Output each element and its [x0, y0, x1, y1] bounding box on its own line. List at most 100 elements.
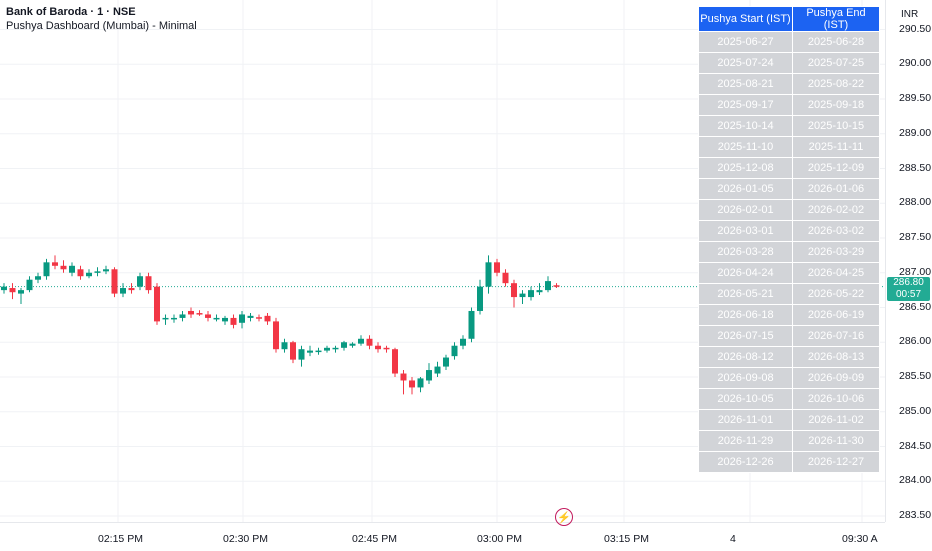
candle [332, 345, 339, 353]
candle-body [52, 262, 58, 266]
pushya-end-cell: 2026-03-02 [792, 220, 880, 242]
candle [137, 272, 143, 291]
candle-body [553, 285, 560, 287]
candle-body [86, 272, 92, 277]
candle [443, 354, 449, 371]
candle-body [137, 276, 143, 287]
table-row: 2026-05-21 2026-05-22 [698, 283, 880, 305]
candle [273, 317, 279, 353]
pushya-start-cell: 2026-12-26 [698, 451, 793, 473]
candle-body [332, 347, 339, 350]
candle-body [341, 342, 347, 348]
candle-body [18, 290, 24, 294]
price-tick: 284.50 [899, 439, 932, 452]
table-row: 2026-11-01 2026-11-02 [698, 409, 880, 431]
pushya-start-cell: 2026-09-08 [698, 367, 793, 389]
currency-label[interactable]: INR [901, 9, 919, 20]
candle [9, 283, 16, 300]
pushya-start-cell: 2025-09-17 [698, 94, 793, 116]
pushya-end-cell: 2026-05-22 [792, 283, 880, 305]
time-tick: 03:15 PM [604, 533, 649, 545]
table-row: 2026-08-12 2026-08-13 [698, 346, 880, 368]
table-row: 2026-03-28 2026-03-29 [698, 241, 880, 263]
price-tick: 288.00 [899, 196, 932, 209]
pushya-end-cell: 2026-09-09 [792, 367, 880, 389]
candle [324, 345, 330, 353]
table-row: 2026-09-08 2026-09-09 [698, 367, 880, 389]
candle [400, 370, 407, 395]
table-row: 2025-11-10 2025-11-11 [698, 136, 880, 158]
indicator-title[interactable]: Pushya Dashboard (Mumbai) - Minimal [6, 20, 197, 32]
candle-body [468, 310, 475, 339]
candle-body [1, 286, 7, 291]
table-row: 2025-07-24 2025-07-25 [698, 52, 880, 74]
candle [298, 345, 305, 367]
candle-body [392, 349, 398, 374]
candle [264, 313, 271, 325]
candle [230, 314, 237, 329]
candle [375, 342, 381, 353]
price-axis[interactable]: INR 290.50 290.00 289.50 289.00 288.50 288.00… [885, 0, 932, 522]
candle-body [256, 317, 262, 319]
candle-body [324, 347, 330, 351]
candle [434, 361, 441, 377]
candle-body [528, 290, 534, 298]
candle-body [366, 338, 373, 346]
symbol-title[interactable]: Bank of Baroda · 1 · NSE [6, 6, 136, 18]
price-tick: 286.00 [899, 335, 932, 348]
candle [69, 262, 75, 277]
time-tick: 02:15 PM [98, 533, 143, 545]
pushya-end-cell: 2025-12-09 [792, 157, 880, 179]
pushya-start-cell: 2026-05-21 [698, 283, 793, 305]
candle-body [460, 338, 466, 346]
candle [315, 347, 322, 355]
pushya-start-cell: 2026-10-05 [698, 388, 793, 410]
price-tick: 289.00 [899, 126, 932, 139]
pushya-end-cell: 2026-01-06 [792, 178, 880, 200]
candle [111, 267, 118, 298]
candle [511, 279, 517, 308]
table-row: 2025-09-17 2025-09-18 [698, 94, 880, 116]
candle-body [264, 315, 271, 322]
candle-body [358, 338, 364, 344]
candle [528, 286, 534, 301]
candle-body [409, 380, 415, 388]
candle [120, 283, 126, 298]
candle-body [35, 276, 41, 280]
pushya-start-cell: 2026-11-01 [698, 409, 793, 431]
pushya-end-cell: 2025-06-28 [792, 31, 880, 53]
candle-body [434, 366, 441, 374]
candle-body [60, 265, 67, 270]
table-row: 2026-10-05 2026-10-06 [698, 388, 880, 410]
candle [60, 260, 67, 273]
candle-body [222, 317, 228, 322]
candle-body [213, 317, 220, 320]
table-row: 2026-01-05 2026-01-06 [698, 178, 880, 200]
candle [171, 314, 177, 323]
price-tick: 289.50 [899, 92, 932, 104]
table-row: 2025-08-21 2025-08-22 [698, 73, 880, 95]
candle-body [111, 269, 118, 294]
candle-body [400, 373, 407, 381]
candle-body [545, 281, 551, 291]
pushya-start-cell: 2026-03-01 [698, 220, 793, 242]
candle [536, 283, 543, 295]
candle-body [494, 262, 500, 273]
candle [502, 269, 509, 287]
candle-body [417, 378, 424, 388]
candle-body [290, 342, 296, 360]
table-row: 2026-04-24 2026-04-25 [698, 262, 880, 284]
lightning-icon[interactable]: ⚡ [555, 508, 573, 526]
price-tick: 286.50 [899, 300, 932, 313]
candle [358, 335, 364, 346]
candle [460, 335, 466, 350]
candle-body [307, 350, 313, 353]
table-row: 2026-06-18 2026-06-19 [698, 304, 880, 326]
candle [222, 315, 228, 325]
candle [392, 347, 398, 377]
candle [205, 310, 211, 322]
header-pushya-start: Pushya Start (IST) [698, 6, 793, 32]
price-tick: 290.50 [899, 22, 932, 35]
candle-body [128, 288, 135, 291]
time-axis[interactable]: 02:15 PM 02:30 PM 02:45 PM 03:00 PM 03:15 PM… [0, 522, 885, 551]
